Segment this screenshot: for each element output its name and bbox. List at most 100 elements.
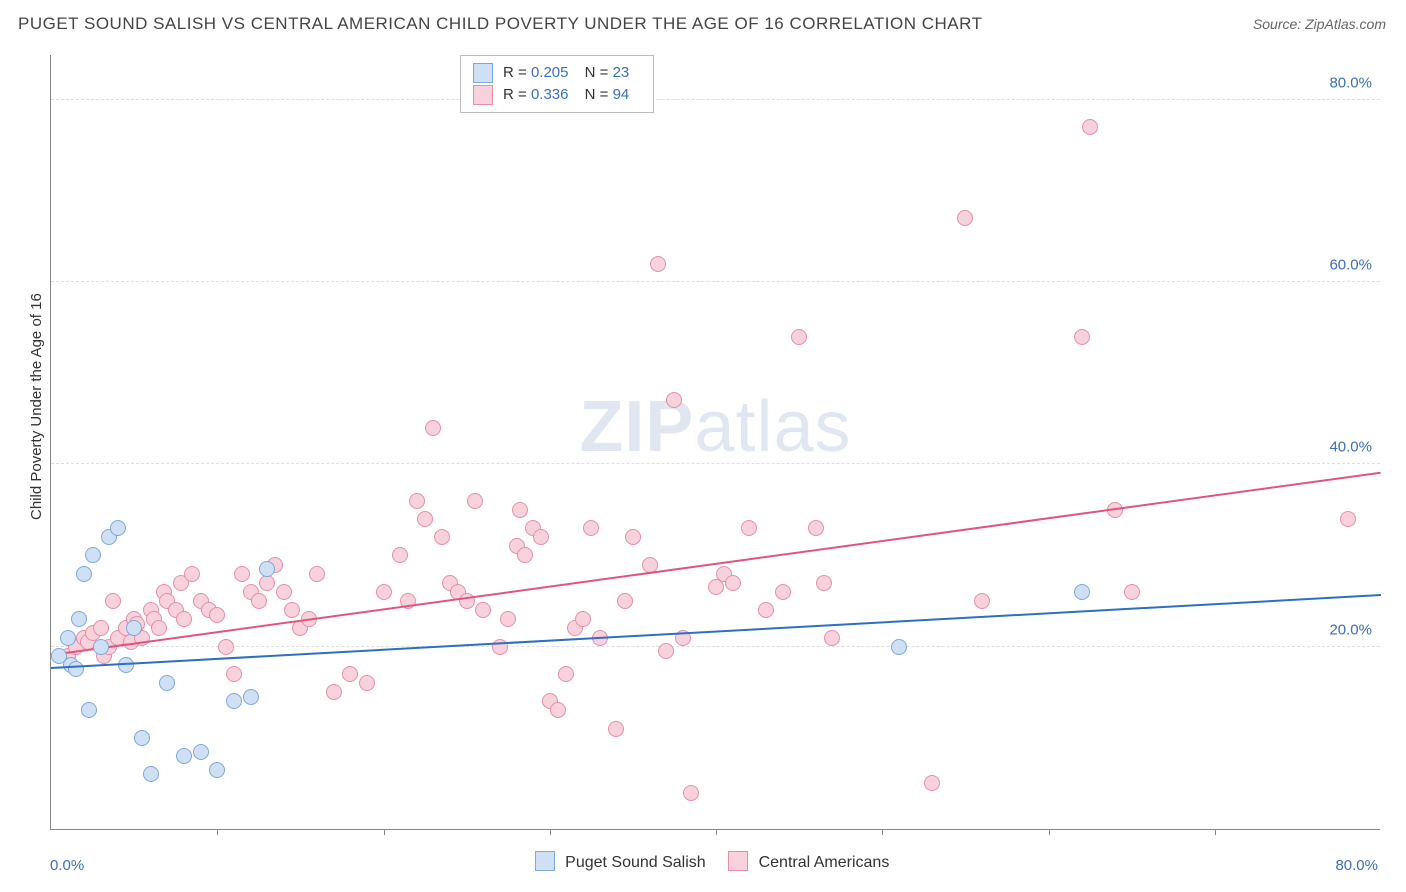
data-point-pink <box>558 666 574 682</box>
data-point-blue <box>110 520 126 536</box>
data-point-blue <box>143 766 159 782</box>
data-point-pink <box>434 529 450 545</box>
data-point-pink <box>725 575 741 591</box>
data-point-pink <box>218 639 234 655</box>
data-point-pink <box>974 593 990 609</box>
data-point-pink <box>924 775 940 791</box>
legend-row-blue: R = 0.205 N = 23 <box>473 62 641 84</box>
x-tick <box>384 829 385 835</box>
data-point-pink <box>550 702 566 718</box>
data-point-pink <box>392 547 408 563</box>
watermark-logo: ZIPatlas <box>579 386 851 468</box>
data-point-pink <box>957 210 973 226</box>
series-label-pink: Central Americans <box>759 854 890 871</box>
correlation-legend: R = 0.205 N = 23 R = 0.336 N = 94 <box>460 55 654 113</box>
x-tick <box>882 829 883 835</box>
data-point-pink <box>775 584 791 600</box>
data-point-blue <box>134 730 150 746</box>
data-point-pink <box>1082 119 1098 135</box>
x-tick <box>1049 829 1050 835</box>
data-point-pink <box>650 256 666 272</box>
data-point-blue <box>60 630 76 646</box>
data-point-pink <box>741 520 757 536</box>
data-point-pink <box>342 666 358 682</box>
series-legend: Puget Sound Salish Central Americans <box>0 851 1406 872</box>
data-point-blue <box>81 702 97 718</box>
y-axis-label: Child Poverty Under the Age of 16 <box>28 293 45 520</box>
data-point-pink <box>417 511 433 527</box>
data-point-pink <box>234 566 250 582</box>
swatch-pink-icon <box>728 851 748 871</box>
data-point-pink <box>284 602 300 618</box>
y-tick-label: 80.0% <box>1329 74 1372 91</box>
r-value-pink: 0.336 <box>531 86 569 103</box>
data-point-blue <box>68 661 84 677</box>
data-point-pink <box>359 675 375 691</box>
data-point-pink <box>533 529 549 545</box>
swatch-blue <box>473 63 493 83</box>
scatter-plot-area: ZIPatlas 20.0% 40.0% 60.0% 80.0% <box>50 55 1380 830</box>
data-point-pink <box>226 666 242 682</box>
n-value-blue: 23 <box>613 64 630 81</box>
data-point-pink <box>105 593 121 609</box>
data-point-blue <box>159 675 175 691</box>
data-point-pink <box>791 329 807 345</box>
data-point-pink <box>93 620 109 636</box>
legend-row-pink: R = 0.336 N = 94 <box>473 84 641 106</box>
data-point-pink <box>658 643 674 659</box>
data-point-pink <box>1074 329 1090 345</box>
data-point-pink <box>376 584 392 600</box>
data-point-pink <box>583 520 599 536</box>
trend-line-blue <box>51 595 1381 670</box>
data-point-blue <box>891 639 907 655</box>
data-point-blue <box>71 611 87 627</box>
series-label-blue: Puget Sound Salish <box>565 854 706 871</box>
data-point-pink <box>1124 584 1140 600</box>
trend-line-pink <box>51 471 1381 655</box>
x-tick <box>217 829 218 835</box>
data-point-pink <box>326 684 342 700</box>
data-point-pink <box>625 529 641 545</box>
x-tick <box>1215 829 1216 835</box>
data-point-pink <box>824 630 840 646</box>
data-point-pink <box>309 566 325 582</box>
data-point-blue <box>243 689 259 705</box>
gridline-h <box>51 463 1380 464</box>
x-tick <box>716 829 717 835</box>
data-point-pink <box>475 602 491 618</box>
data-point-pink <box>259 575 275 591</box>
data-point-blue <box>259 561 275 577</box>
data-point-pink <box>176 611 192 627</box>
n-value-pink: 94 <box>613 86 630 103</box>
data-point-pink <box>500 611 516 627</box>
data-point-blue <box>176 748 192 764</box>
gridline-h <box>51 99 1380 100</box>
data-point-pink <box>708 579 724 595</box>
chart-title: PUGET SOUND SALISH VS CENTRAL AMERICAN C… <box>18 14 982 34</box>
data-point-blue <box>76 566 92 582</box>
swatch-blue-icon <box>535 851 555 871</box>
data-point-pink <box>816 575 832 591</box>
data-point-pink <box>409 493 425 509</box>
data-point-pink <box>151 620 167 636</box>
x-axis-max-label: 80.0% <box>1335 857 1378 874</box>
y-tick-label: 40.0% <box>1329 439 1372 456</box>
data-point-pink <box>666 392 682 408</box>
gridline-h <box>51 281 1380 282</box>
y-tick-label: 60.0% <box>1329 256 1372 273</box>
data-point-pink <box>1340 511 1356 527</box>
data-point-pink <box>467 493 483 509</box>
swatch-pink <box>473 85 493 105</box>
data-point-blue <box>193 744 209 760</box>
data-point-blue <box>126 620 142 636</box>
data-point-pink <box>276 584 292 600</box>
data-point-blue <box>85 547 101 563</box>
data-point-pink <box>512 502 528 518</box>
data-point-pink <box>683 785 699 801</box>
data-point-pink <box>808 520 824 536</box>
y-tick-label: 20.0% <box>1329 621 1372 638</box>
x-tick <box>550 829 551 835</box>
source-attribution: Source: ZipAtlas.com <box>1253 16 1386 32</box>
data-point-pink <box>758 602 774 618</box>
data-point-pink <box>575 611 591 627</box>
